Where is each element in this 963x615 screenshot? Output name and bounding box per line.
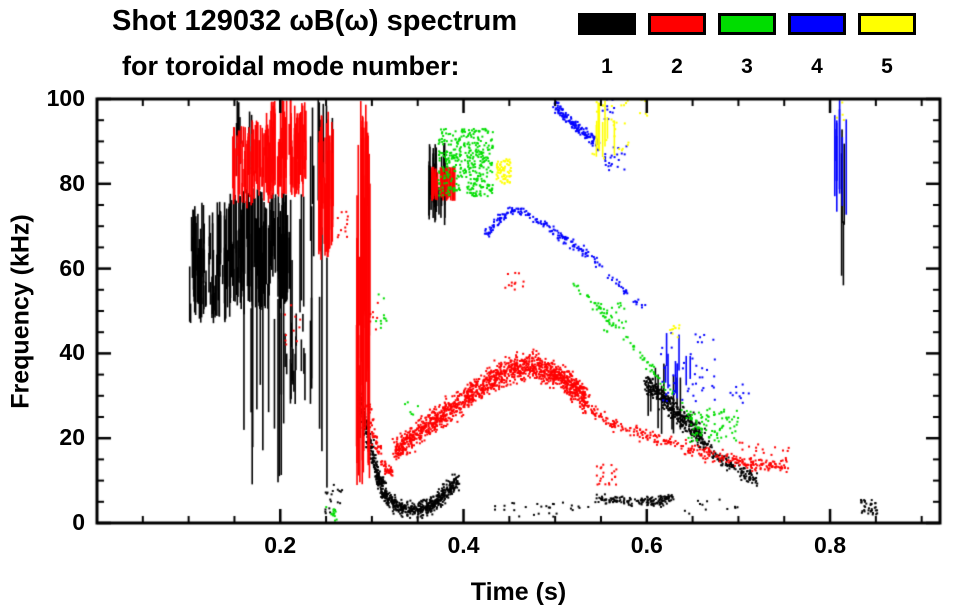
- y-tick-label: 0: [72, 509, 85, 535]
- y-tick-label: 80: [59, 169, 85, 196]
- y-tick-label: 40: [59, 339, 85, 366]
- chart-subtitle: for toroidal mode number:: [122, 51, 460, 81]
- x-tick-label: 0.2: [264, 532, 297, 558]
- legend-label-mode-1: 1: [601, 55, 613, 78]
- chart-title: Shot 129032 ωB(ω) spectrum: [112, 5, 518, 37]
- legend-swatch-mode-2: [648, 13, 706, 35]
- legend-label-mode-3: 3: [741, 55, 753, 78]
- y-axis-label: Frequency (kHz): [6, 214, 35, 409]
- legend-label-mode-2: 2: [671, 55, 683, 78]
- x-tick-label: 0.6: [630, 532, 663, 558]
- x-axis-label: Time (s): [470, 578, 567, 606]
- legend-swatch-mode-5: [858, 13, 916, 35]
- x-tick-label: 0.8: [814, 532, 847, 558]
- legend-swatch-mode-1: [578, 13, 636, 35]
- y-tick-label: 60: [59, 254, 85, 281]
- y-tick-label: 100: [46, 85, 85, 111]
- x-tick-label: 0.4: [447, 532, 480, 558]
- legend-swatch-mode-4: [788, 13, 846, 35]
- legend-label-mode-4: 4: [811, 55, 823, 78]
- legend-label-mode-5: 5: [881, 55, 893, 78]
- legend-mode-numbers: 1 2 3 4 5: [578, 55, 928, 79]
- y-tick-label: 20: [59, 424, 85, 451]
- legend-swatches: [578, 13, 916, 35]
- legend-swatch-mode-3: [718, 13, 776, 35]
